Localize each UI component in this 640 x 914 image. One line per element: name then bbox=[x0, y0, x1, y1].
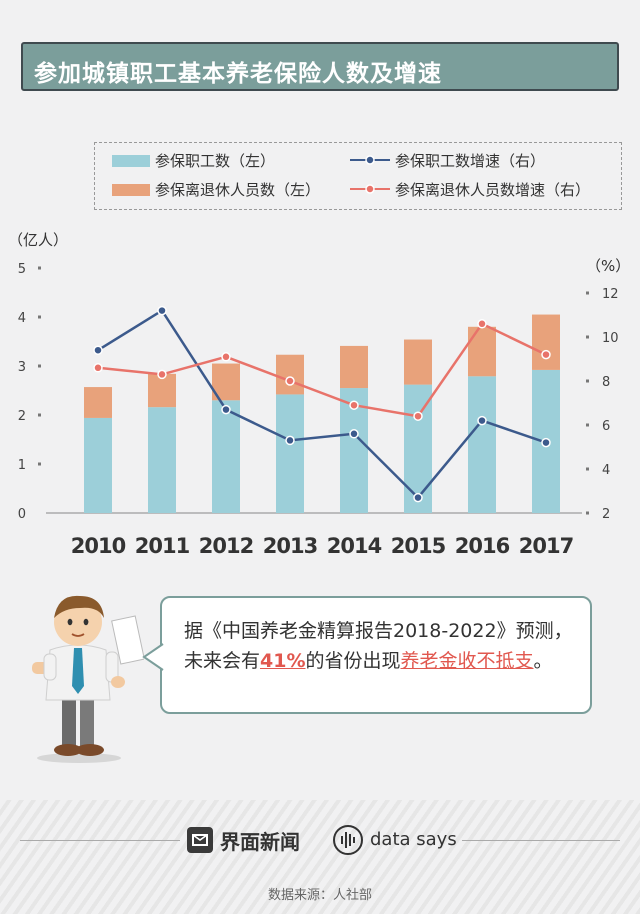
right-tick-mark bbox=[586, 379, 589, 383]
right-tick-mark bbox=[586, 511, 589, 515]
point-workers-growth bbox=[541, 437, 551, 448]
bar-workers bbox=[148, 407, 176, 513]
bar-retirees bbox=[340, 345, 368, 389]
point-retirees-growth bbox=[349, 400, 359, 410]
footer-divider-left bbox=[20, 840, 180, 841]
point-workers-growth bbox=[413, 492, 423, 503]
point-workers-growth bbox=[221, 404, 231, 415]
left-tick-mark bbox=[38, 266, 41, 270]
point-retirees-growth bbox=[413, 411, 423, 421]
callout-text: 据《中国养老金精算报告2018-2022》预测，未来会有41%的省份出现养老金收… bbox=[184, 616, 584, 676]
x-tick-label: 2016 bbox=[455, 534, 510, 558]
right-tick-label: 12 bbox=[602, 287, 619, 302]
legend: 参保职工数（左） 参保职工数增速（右） 参保离退休人员数（左） 参保离退休人员数… bbox=[94, 142, 622, 210]
callout-highlight-percent: 41% bbox=[260, 650, 306, 672]
line-workers-growth bbox=[97, 308, 547, 500]
legend-label-workers: 参保职工数（左） bbox=[155, 152, 276, 170]
left-tick-mark bbox=[38, 413, 41, 417]
left-tick-label: 1 bbox=[18, 458, 26, 473]
left-tick-label: 5 bbox=[18, 262, 26, 277]
x-tick-label: 2015 bbox=[391, 534, 446, 558]
bar-retirees bbox=[148, 373, 176, 408]
legend-swatch-workers bbox=[112, 155, 150, 167]
point-workers-growth bbox=[285, 435, 295, 446]
bubble-pointer bbox=[142, 643, 164, 671]
right-tick-mark bbox=[586, 291, 589, 295]
chart-title: 参加城镇职工基本养老保险人数及增速 bbox=[34, 61, 442, 87]
x-tick-label: 2011 bbox=[135, 534, 190, 558]
point-workers-growth bbox=[157, 305, 167, 316]
left-tick-mark bbox=[38, 462, 41, 466]
callout-bubble: 据《中国养老金精算报告2018-2022》预测，未来会有41%的省份出现养老金收… bbox=[142, 596, 592, 714]
brand-name: 界面新闻 bbox=[220, 830, 300, 854]
footer-divider-right bbox=[462, 840, 620, 841]
left-tick-label: 0 bbox=[18, 507, 26, 522]
legend-swatch-retirees bbox=[112, 184, 150, 196]
left-axis-unit: （亿人） bbox=[8, 231, 68, 249]
right-tick-mark bbox=[586, 335, 589, 339]
right-tick-label: 2 bbox=[602, 507, 610, 522]
right-tick-mark bbox=[586, 467, 589, 471]
x-tick-label: 2012 bbox=[199, 534, 253, 558]
point-workers-growth bbox=[349, 429, 359, 439]
legend-label-workers-growth: 参保职工数增速（右） bbox=[395, 152, 546, 170]
point-workers-growth bbox=[477, 415, 487, 426]
bar-workers bbox=[404, 384, 432, 513]
data-says-label: data says bbox=[370, 829, 457, 850]
callout-text-part2: 的省份出现 bbox=[305, 650, 401, 672]
right-tick-mark bbox=[586, 423, 589, 427]
bar-retirees bbox=[276, 354, 304, 395]
right-tick-label: 10 bbox=[602, 331, 619, 346]
x-tick-label: 2013 bbox=[263, 534, 317, 558]
line-retirees-growth bbox=[97, 322, 547, 418]
legend-swatch-retirees-growth bbox=[350, 184, 390, 194]
data-says-logo-icon bbox=[333, 825, 363, 855]
bar-retirees bbox=[468, 326, 496, 377]
bar-workers bbox=[212, 400, 240, 513]
right-tick-label: 6 bbox=[602, 419, 610, 434]
left-tick-label: 2 bbox=[18, 409, 26, 424]
bar-retirees bbox=[404, 339, 432, 385]
point-retirees-growth bbox=[93, 363, 103, 373]
left-tick-label: 3 bbox=[18, 360, 26, 375]
bar-workers bbox=[276, 394, 304, 513]
bar-retirees bbox=[532, 314, 560, 370]
right-tick-label: 4 bbox=[602, 463, 610, 478]
callout-highlight-phrase: 养老金收不抵支 bbox=[400, 650, 534, 672]
right-axis-unit: （%） bbox=[586, 257, 630, 275]
point-retirees-growth bbox=[285, 376, 295, 386]
point-retirees-growth bbox=[157, 369, 167, 380]
cartoon-presenter-illustration bbox=[32, 595, 144, 763]
jiemian-logo-icon bbox=[187, 827, 213, 853]
title-banner: 参加城镇职工基本养老保险人数及增速 bbox=[21, 42, 619, 91]
bar-workers bbox=[84, 417, 112, 513]
data-source: 数据来源：人社部 bbox=[267, 888, 372, 903]
right-tick-label: 8 bbox=[602, 375, 610, 390]
legend-label-retirees-growth: 参保离退休人员数增速（右） bbox=[395, 181, 591, 199]
bar-retirees bbox=[84, 387, 112, 418]
point-retirees-growth bbox=[541, 349, 551, 360]
callout-text-part1: 据《中国养老金精算报告2018-2022》预测，未来会有 bbox=[184, 620, 573, 672]
legend-swatch-workers-growth bbox=[350, 155, 390, 165]
point-retirees-growth bbox=[477, 319, 487, 329]
callout-text-end: 。 bbox=[533, 650, 553, 672]
left-tick-mark bbox=[38, 364, 41, 368]
x-tick-label: 2010 bbox=[71, 534, 126, 558]
legend-label-retirees: 参保离退休人员数（左） bbox=[155, 181, 321, 199]
point-workers-growth bbox=[93, 345, 103, 355]
x-tick-label: 2014 bbox=[327, 534, 382, 558]
bar-workers bbox=[468, 376, 496, 513]
point-retirees-growth bbox=[221, 352, 231, 362]
x-tick-label: 2017 bbox=[519, 534, 573, 558]
footer-background bbox=[0, 800, 640, 914]
left-tick-label: 4 bbox=[18, 311, 26, 326]
left-tick-mark bbox=[38, 315, 41, 319]
